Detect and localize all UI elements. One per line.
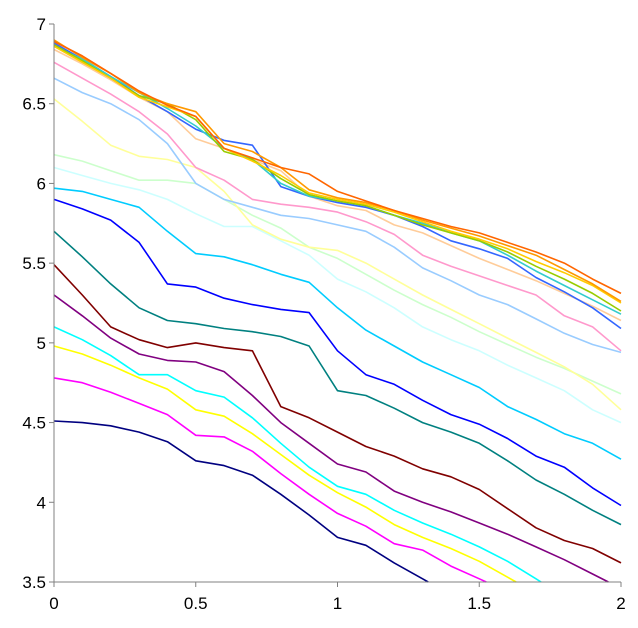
series-line-3 bbox=[53, 345, 517, 583]
y-tick-label: 6.5 bbox=[22, 95, 46, 114]
series-line-18 bbox=[53, 44, 622, 312]
y-tick-label: 4.5 bbox=[22, 414, 46, 433]
y-tick-label: 6 bbox=[37, 174, 46, 193]
x-tick-label: 0 bbox=[49, 594, 58, 613]
x-tick-label: 0.5 bbox=[184, 594, 208, 613]
y-tick-label: 5.5 bbox=[22, 254, 46, 273]
series-layer bbox=[53, 39, 622, 583]
x-tick-label: 2 bbox=[616, 594, 625, 613]
series-line-12 bbox=[53, 98, 622, 411]
y-tick-label: 5 bbox=[37, 334, 46, 353]
axes-layer bbox=[53, 24, 621, 583]
series-line-21 bbox=[53, 40, 622, 295]
series-line-9 bbox=[53, 187, 622, 460]
y-tick-label: 4 bbox=[37, 493, 46, 512]
y-tick-label: 7 bbox=[37, 15, 46, 34]
series-line-5 bbox=[53, 294, 609, 583]
series-line-4 bbox=[53, 326, 542, 583]
series-line-15 bbox=[53, 48, 622, 322]
series-line-2 bbox=[53, 377, 487, 583]
series-line-14 bbox=[53, 61, 622, 352]
series-line-6 bbox=[53, 264, 622, 564]
series-line-1 bbox=[53, 420, 429, 583]
ticks-layer: 3.5 4 4.5 5 5.5 6 6.5 7 0 0.5 1 1.5 2 bbox=[22, 15, 625, 613]
series-line-7 bbox=[53, 230, 622, 526]
x-tick-label: 1 bbox=[333, 594, 342, 613]
series-line-16 bbox=[53, 42, 622, 330]
series-line-8 bbox=[53, 198, 622, 507]
y-tick-label: 3.5 bbox=[22, 573, 46, 592]
series-line-11 bbox=[53, 153, 622, 395]
series-line-13 bbox=[53, 77, 622, 354]
x-tick-label: 1.5 bbox=[467, 594, 491, 613]
series-line-10 bbox=[53, 166, 622, 424]
series-line-19 bbox=[53, 45, 622, 304]
